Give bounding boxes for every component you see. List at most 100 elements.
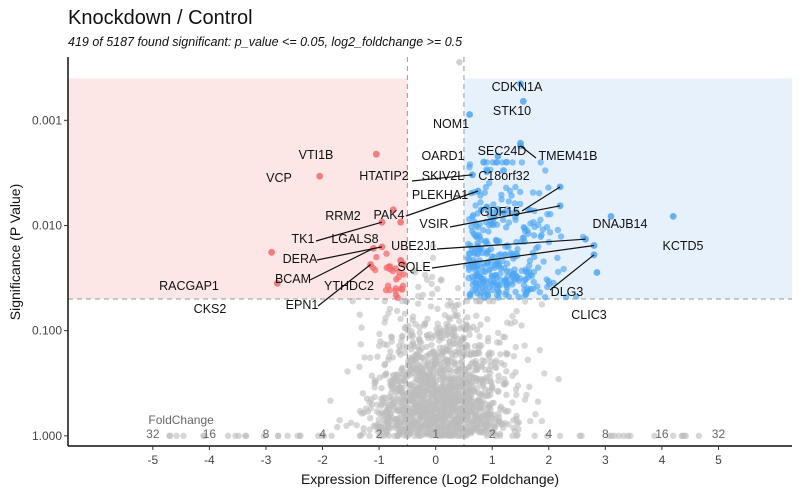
ns-point [513, 412, 520, 420]
up-point [488, 272, 495, 280]
ns-point [424, 315, 431, 322]
ns-point [443, 356, 451, 363]
ns-point [475, 342, 483, 349]
x-tick-label: -2 [317, 453, 328, 467]
ns-point [434, 285, 441, 293]
up-point [562, 293, 570, 301]
down-point [384, 282, 392, 289]
ns-point [510, 353, 518, 360]
ns-point [510, 424, 517, 431]
ns-point [544, 432, 551, 439]
ns-point [440, 375, 447, 382]
ns-point [483, 432, 491, 439]
ns-point [495, 410, 502, 417]
ns-point [509, 399, 516, 406]
foldchange-tick-label: 2 [376, 427, 383, 441]
gene-point-racgap1 [268, 248, 275, 256]
ns-point [532, 411, 539, 418]
up-point [517, 200, 524, 208]
ns-point [457, 340, 464, 347]
up-point [511, 200, 518, 207]
ns-point [393, 307, 401, 315]
ns-point [479, 405, 487, 412]
down-point [394, 294, 401, 301]
ns-point [379, 411, 386, 419]
ns-point [469, 323, 477, 330]
ns-point [366, 432, 373, 439]
gene-point-plekha1 [500, 167, 507, 174]
ns-point [366, 399, 373, 406]
up-point [470, 277, 477, 285]
ns-point [441, 407, 448, 414]
ns-point [389, 401, 396, 408]
y-axis-title: Significance (P Value) [7, 184, 23, 320]
up-point [528, 272, 536, 280]
up-point [467, 293, 474, 300]
ns-point [415, 432, 422, 439]
ns-point [444, 326, 451, 333]
ns-point [490, 421, 497, 429]
ns-point [375, 421, 382, 428]
up-point [512, 207, 519, 214]
ns-point [383, 370, 390, 377]
ns-point [454, 284, 462, 292]
ns-point [505, 421, 512, 428]
up-point [495, 294, 502, 301]
ns-point [381, 298, 388, 305]
ns-point [442, 414, 449, 421]
x-tick-label: -5 [148, 453, 159, 467]
ns-point [294, 432, 301, 439]
up-point [472, 202, 479, 209]
x-axis-title: Expression Difference (Log2 Foldchange) [301, 471, 559, 487]
ns-point [473, 312, 480, 319]
up-point [471, 248, 478, 256]
ns-point [501, 380, 508, 387]
x-tick-label: 4 [659, 453, 666, 467]
up-point [487, 218, 494, 225]
ns-point [344, 368, 351, 375]
up-point [530, 278, 537, 286]
ns-point [366, 426, 373, 433]
up-point [503, 268, 510, 275]
gene-label-epn1: EPN1 [286, 298, 319, 312]
ns-point [455, 418, 462, 426]
ns-point [620, 432, 627, 439]
ns-point [445, 314, 453, 321]
up-point [512, 288, 519, 296]
up-point [555, 268, 562, 276]
ns-point [469, 359, 477, 366]
ns-point [695, 432, 703, 439]
ns-point [349, 298, 356, 305]
gene-label-tmem41b: TMEM41B [538, 149, 597, 163]
ns-point [429, 254, 437, 261]
gene-label-ythdc2: YTHDC2 [324, 279, 374, 293]
ns-point [452, 368, 459, 375]
ns-point [441, 393, 449, 400]
ns-point [417, 377, 424, 384]
ns-point [417, 347, 424, 354]
up-point [504, 273, 511, 280]
y-tick-label: 0.010 [32, 218, 62, 232]
ns-point [494, 329, 502, 337]
ns-point [422, 409, 429, 416]
up-point [486, 267, 493, 274]
up-point [467, 242, 474, 249]
ns-point [503, 368, 510, 375]
ns-point [501, 375, 508, 383]
gene-label-plekha1: PLEKHA1 [412, 188, 468, 202]
ns-point [347, 419, 355, 426]
ns-point [318, 432, 325, 439]
up-point [495, 252, 502, 259]
ns-point [437, 277, 445, 284]
gene-point-vcp [316, 172, 324, 180]
ns-point [232, 432, 239, 439]
up-point [489, 159, 497, 166]
threshold-lines [68, 57, 792, 446]
ns-point [328, 432, 335, 439]
ns-point [434, 305, 441, 312]
ns-point [405, 414, 412, 421]
ns-point [356, 311, 363, 318]
leader-sqle [431, 244, 595, 269]
ns-point [449, 354, 456, 361]
ns-point [492, 357, 500, 364]
